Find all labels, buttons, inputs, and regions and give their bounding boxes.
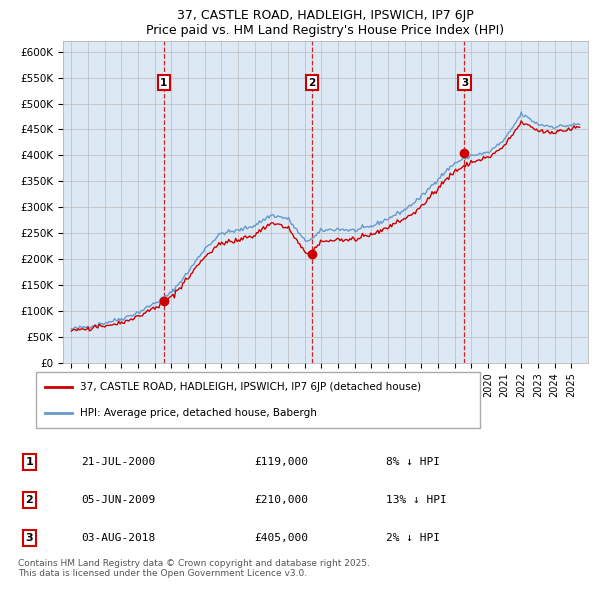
Text: £210,000: £210,000 [254,495,308,505]
Text: £405,000: £405,000 [254,533,308,543]
FancyBboxPatch shape [36,372,480,428]
Text: £119,000: £119,000 [254,457,308,467]
Text: 8% ↓ HPI: 8% ↓ HPI [386,457,440,467]
Text: 13% ↓ HPI: 13% ↓ HPI [386,495,447,505]
Text: 2: 2 [25,495,33,505]
Text: 1: 1 [25,457,33,467]
Text: 37, CASTLE ROAD, HADLEIGH, IPSWICH, IP7 6JP (detached house): 37, CASTLE ROAD, HADLEIGH, IPSWICH, IP7 … [80,382,422,392]
Text: HPI: Average price, detached house, Babergh: HPI: Average price, detached house, Babe… [80,408,317,418]
Text: 3: 3 [25,533,33,543]
Text: 05-JUN-2009: 05-JUN-2009 [81,495,155,505]
Text: 2% ↓ HPI: 2% ↓ HPI [386,533,440,543]
Text: 21-JUL-2000: 21-JUL-2000 [81,457,155,467]
Text: 1: 1 [160,78,167,88]
Text: Contains HM Land Registry data © Crown copyright and database right 2025.
This d: Contains HM Land Registry data © Crown c… [18,559,370,578]
Title: 37, CASTLE ROAD, HADLEIGH, IPSWICH, IP7 6JP
Price paid vs. HM Land Registry's Ho: 37, CASTLE ROAD, HADLEIGH, IPSWICH, IP7 … [146,9,505,37]
Text: 3: 3 [461,78,468,88]
Text: 03-AUG-2018: 03-AUG-2018 [81,533,155,543]
Text: 2: 2 [308,78,316,88]
